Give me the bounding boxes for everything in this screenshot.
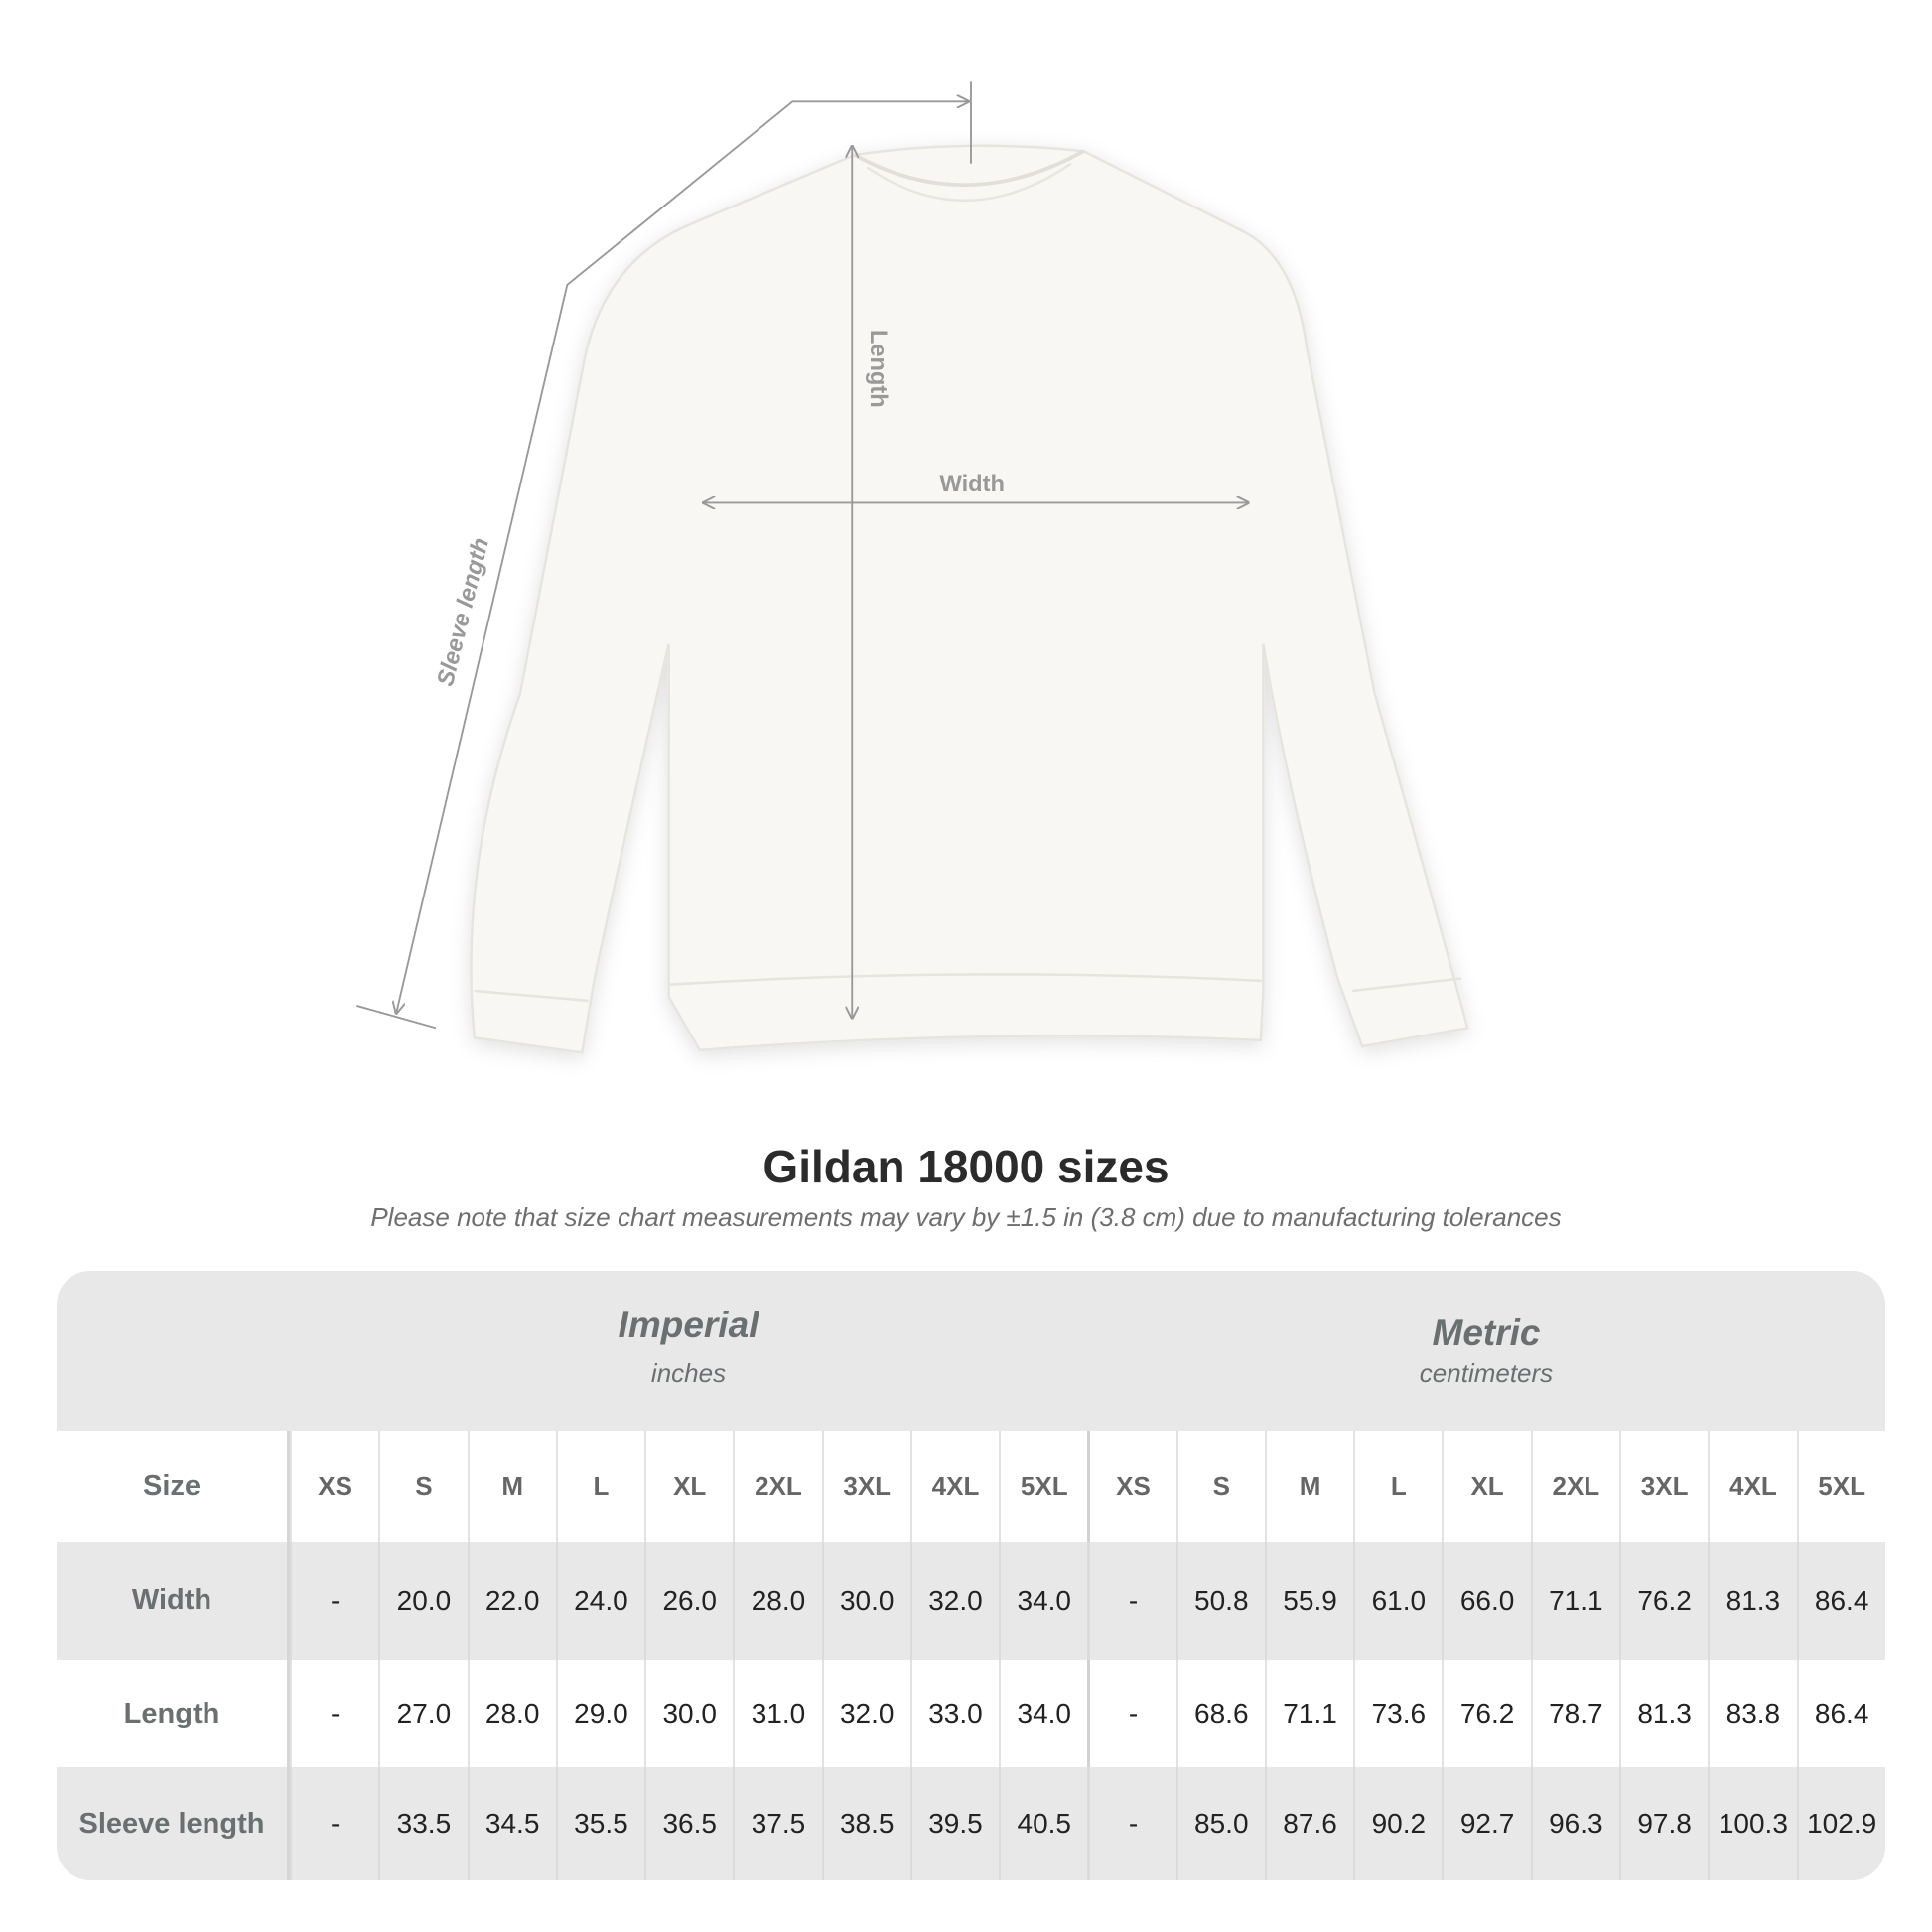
table-cell: 28.0 xyxy=(467,1660,556,1767)
table-cell: - xyxy=(1087,1660,1175,1767)
table-cell: 40.5 xyxy=(999,1767,1087,1880)
page-title: Gildan 18000 sizes xyxy=(762,1141,1170,1192)
table-cell: 71.1 xyxy=(1264,1660,1353,1767)
row-label: Size xyxy=(57,1431,290,1542)
metric-unit: centimeters xyxy=(1419,1358,1554,1388)
size-header-cell: XL xyxy=(644,1431,733,1542)
table-cell: 26.0 xyxy=(644,1542,733,1660)
metric-title: Metric xyxy=(1432,1312,1541,1353)
row-label: Length xyxy=(57,1660,290,1767)
size-header-cell: L xyxy=(555,1431,644,1542)
table-cell: 32.0 xyxy=(821,1660,910,1767)
table-cell: 33.5 xyxy=(378,1767,467,1880)
table-cell: - xyxy=(290,1660,378,1767)
sweatshirt-image xyxy=(470,144,1469,1054)
table-cell: 22.0 xyxy=(467,1542,556,1660)
table-cell: 30.0 xyxy=(821,1542,910,1660)
size-header-cell: 4XL xyxy=(909,1431,999,1542)
size-header-cell: M xyxy=(1264,1431,1353,1542)
table-cell: 86.4 xyxy=(1796,1660,1885,1767)
size-header-cell: M xyxy=(467,1431,556,1542)
table-row: Sleeve length -33.5 34.5 35.5 36.5 37.5 38.5 39… xyxy=(57,1767,1885,1880)
table-cell: 76.2 xyxy=(1618,1542,1708,1660)
table-cell: 81.3 xyxy=(1618,1660,1708,1767)
table-cell: 90.2 xyxy=(1353,1767,1442,1880)
table-cell: 28.0 xyxy=(733,1542,821,1660)
table-cell: 29.0 xyxy=(555,1660,644,1767)
imperial-unit: inches xyxy=(650,1358,727,1388)
size-header-cell: 2XL xyxy=(1530,1431,1619,1542)
size-header-cell: XL xyxy=(1442,1431,1530,1542)
table-cell: 39.5 xyxy=(909,1767,999,1880)
row-label: Width xyxy=(57,1542,290,1660)
size-table: Imperial inches Metric centimeters Size X… xyxy=(57,1271,1885,1880)
table-cell: - xyxy=(1087,1542,1175,1660)
table-cell: 87.6 xyxy=(1264,1767,1353,1880)
table-cell: 68.6 xyxy=(1175,1660,1265,1767)
size-header-cell: S xyxy=(1175,1431,1265,1542)
table-cell: 24.0 xyxy=(555,1542,644,1660)
size-header-cell: 5XL xyxy=(1796,1431,1885,1542)
table-cell: 66.0 xyxy=(1442,1542,1530,1660)
table-cell: 34.0 xyxy=(999,1660,1087,1767)
table-cell: 30.0 xyxy=(644,1660,733,1767)
table-cell: 102.9 xyxy=(1796,1767,1885,1880)
table-cell: 36.5 xyxy=(644,1767,733,1880)
table-cell: 55.9 xyxy=(1264,1542,1353,1660)
table-cell: 34.5 xyxy=(467,1767,556,1880)
table-cell: 61.0 xyxy=(1353,1542,1442,1660)
table-row: Width -20.0 22.0 24.0 26.0 28.0 30.0 32.0 34.0-5… xyxy=(57,1542,1885,1660)
sleeve-length-arrow xyxy=(396,101,968,1013)
table-cell: 37.5 xyxy=(733,1767,821,1880)
imperial-title: Imperial xyxy=(618,1305,759,1345)
size-header-cell: 3XL xyxy=(821,1431,910,1542)
table-cell: 81.3 xyxy=(1708,1542,1796,1660)
table-cell: 92.7 xyxy=(1442,1767,1530,1880)
size-header-cell: 4XL xyxy=(1708,1431,1796,1542)
size-header-cell: 5XL xyxy=(999,1431,1087,1542)
width-label: Width xyxy=(939,472,1005,497)
length-label: Length xyxy=(865,330,891,408)
table-cell: 83.8 xyxy=(1708,1660,1796,1767)
table-cell: 96.3 xyxy=(1530,1767,1619,1880)
table-cell: 38.5 xyxy=(821,1767,910,1880)
table-cell: 33.0 xyxy=(909,1660,999,1767)
table-cell: 20.0 xyxy=(378,1542,467,1660)
metric-header: Metric centimeters xyxy=(1087,1271,1885,1431)
table-cell: - xyxy=(290,1767,378,1880)
table-cell: 97.8 xyxy=(1618,1767,1708,1880)
table-cell: 86.4 xyxy=(1796,1542,1885,1660)
table-cell: 100.3 xyxy=(1708,1767,1796,1880)
size-header-cell: 3XL xyxy=(1618,1431,1708,1542)
table-cell: 78.7 xyxy=(1530,1660,1619,1767)
table-cell: 32.0 xyxy=(909,1542,999,1660)
table-cell: 35.5 xyxy=(555,1767,644,1880)
table-cell: - xyxy=(290,1542,378,1660)
table-cell: 76.2 xyxy=(1442,1660,1530,1767)
table-cell: - xyxy=(1087,1767,1175,1880)
sleeve-length-label: Sleeve length xyxy=(433,535,494,688)
table-cell: 71.1 xyxy=(1530,1542,1619,1660)
table-cell: 31.0 xyxy=(733,1660,821,1767)
size-header-cell: XS xyxy=(1087,1431,1175,1542)
row-label: Sleeve length xyxy=(57,1767,290,1880)
table-cell: 27.0 xyxy=(378,1660,467,1767)
tolerance-note: Please note that size chart measurements… xyxy=(370,1202,1562,1232)
table-row: Length -27.0 28.0 29.0 30.0 31.0 32.0 33.0 34.0-… xyxy=(57,1660,1885,1767)
table-cell: 34.0 xyxy=(999,1542,1087,1660)
imperial-header: Imperial inches xyxy=(290,1271,1087,1431)
size-header-cell: L xyxy=(1353,1431,1442,1542)
size-header-cell: 2XL xyxy=(733,1431,821,1542)
size-header-cell: XS xyxy=(290,1431,378,1542)
size-header-cell: S xyxy=(378,1431,467,1542)
table-cell: 73.6 xyxy=(1353,1660,1442,1767)
size-header-row: Size XS S M L XL 2XL 3XL 4XL 5XL XS S M L XL 2XL 3XL 4XL 5… xyxy=(57,1431,1885,1542)
table-cell: 50.8 xyxy=(1175,1542,1265,1660)
table-cell: 85.0 xyxy=(1175,1767,1265,1880)
